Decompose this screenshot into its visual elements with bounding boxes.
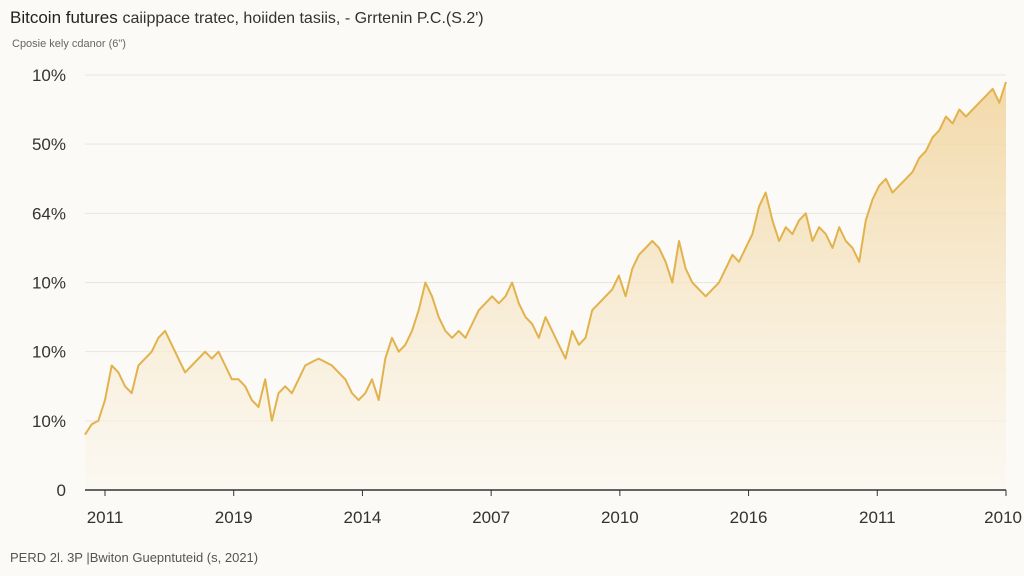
x-tick-label: 2010 — [984, 508, 1022, 527]
y-tick-label: 50% — [32, 135, 66, 154]
y-tick-label: 0 — [57, 481, 66, 500]
y-tick-label: 10% — [32, 274, 66, 293]
series-area — [84, 81, 1007, 491]
x-tick-label: 2014 — [344, 508, 382, 527]
area-fill — [85, 81, 1006, 491]
x-tick-label: 2007 — [472, 508, 510, 527]
x-tick-label: 2019 — [215, 508, 253, 527]
x-tick-label: 2011 — [859, 508, 896, 527]
y-tick-label: 64% — [32, 204, 66, 223]
y-axis: 10% 50% 64% 10% 10% 10% 0 — [32, 66, 66, 500]
title-main: Bitcoin futures — [10, 8, 118, 27]
x-axis: 2011 2019 2014 2007 2010 2016 2011 2010 — [85, 489, 1022, 527]
x-tick-label: 2011 — [87, 508, 124, 527]
y-tick-label: 10% — [32, 412, 66, 431]
chart-title: Bitcoin futures caiippace tratec, hoiide… — [10, 8, 484, 28]
x-tick-label: 2010 — [601, 508, 639, 527]
y-tick-label: 10% — [32, 343, 66, 362]
chart-subtitle: Cposie kely cdanor (6") — [12, 38, 126, 50]
y-tick-label: 10% — [32, 66, 66, 85]
source-note: PERD 2l. 3P |Bwiton Guepntuteid (s, 2021… — [10, 550, 259, 565]
title-rest: caiippace tratec, hoiiden tasiis, - Grrt… — [122, 10, 484, 27]
x-tick-label: 2016 — [730, 508, 768, 527]
series-line — [84, 81, 1007, 436]
